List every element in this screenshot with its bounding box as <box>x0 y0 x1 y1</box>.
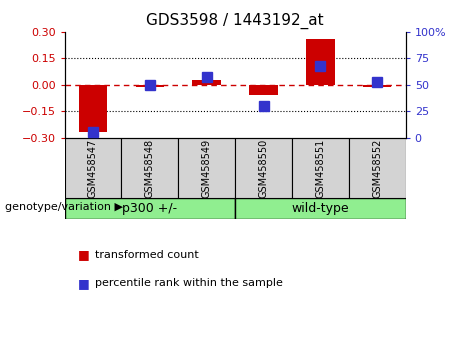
Text: wild-type: wild-type <box>291 202 349 215</box>
Bar <box>193 80 221 85</box>
Text: GSM458551: GSM458551 <box>315 138 325 198</box>
Bar <box>65 198 235 219</box>
Title: GDS3598 / 1443192_at: GDS3598 / 1443192_at <box>146 13 324 29</box>
Bar <box>121 138 178 198</box>
Text: p300 +/-: p300 +/- <box>122 202 177 215</box>
Bar <box>249 85 278 96</box>
Text: GSM458549: GSM458549 <box>201 138 212 198</box>
Bar <box>292 138 349 198</box>
Text: percentile rank within the sample: percentile rank within the sample <box>95 278 283 288</box>
Text: genotype/variation ▶: genotype/variation ▶ <box>5 202 123 212</box>
Text: ■: ■ <box>78 277 90 290</box>
Bar <box>136 85 164 87</box>
Text: GSM458548: GSM458548 <box>145 138 155 198</box>
Bar <box>178 138 235 198</box>
Bar <box>363 85 391 87</box>
Bar <box>235 198 406 219</box>
Bar <box>349 138 406 198</box>
Bar <box>235 138 292 198</box>
Bar <box>65 138 121 198</box>
Text: GSM458550: GSM458550 <box>259 138 269 198</box>
Text: GSM458547: GSM458547 <box>88 138 98 198</box>
Text: GSM458552: GSM458552 <box>372 138 382 198</box>
Text: transformed count: transformed count <box>95 250 198 260</box>
Text: ■: ■ <box>78 249 90 261</box>
Bar <box>79 85 107 132</box>
Bar <box>306 39 335 85</box>
